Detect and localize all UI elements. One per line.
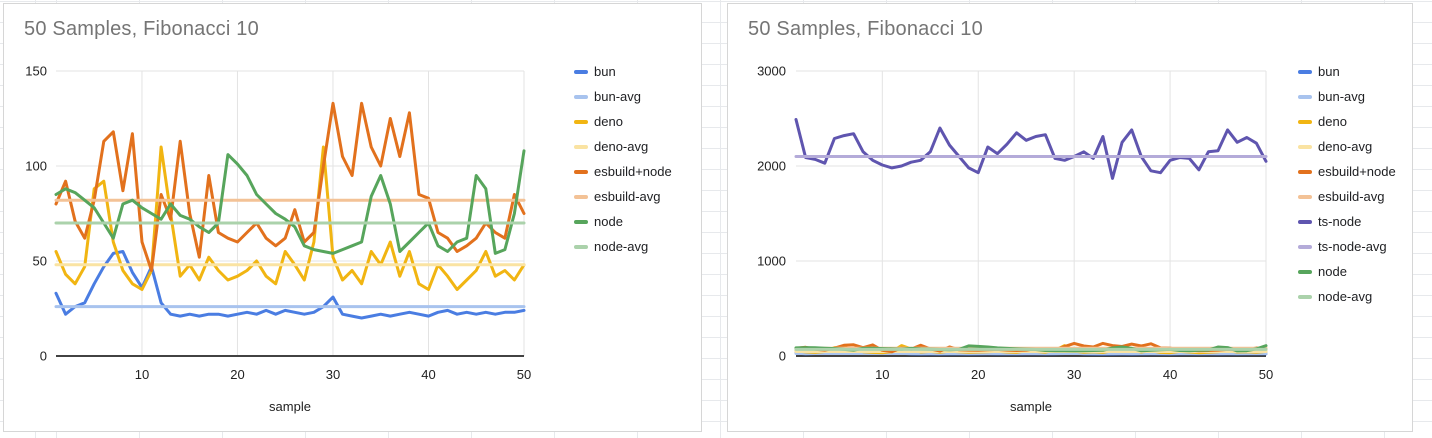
legend-swatch xyxy=(574,94,588,99)
x-tick-label: 10 xyxy=(135,367,149,382)
legend-item-node[interactable]: node xyxy=(574,209,699,234)
chart-plot-svg: 0 1000 2000 3000 10 20 30 40 50 sample xyxy=(757,64,1273,415)
legend-item-ts-node[interactable]: ts-node xyxy=(1298,209,1410,234)
series-line-deno xyxy=(54,145,526,291)
legend-item-ts-node-avg[interactable]: ts-node-avg xyxy=(1298,234,1410,259)
y-tick-label: 150 xyxy=(25,64,47,79)
chart-card-left[interactable]: 50 Samples, Fibonacci 10 0 50 100 150 10 20 30… xyxy=(3,3,702,432)
x-tick-label: 40 xyxy=(421,367,435,382)
y-tick-label: 50 xyxy=(33,254,47,269)
legend-swatch xyxy=(574,144,588,149)
legend-swatch xyxy=(1298,69,1312,74)
y-tick-label: 1000 xyxy=(757,254,786,269)
legend-swatch xyxy=(1298,94,1312,99)
legend-item-node-avg[interactable]: node-avg xyxy=(574,234,699,259)
legend-item-deno[interactable]: deno xyxy=(574,109,699,134)
legend-label: node-avg xyxy=(594,239,649,254)
chart-legend: bun bun-avg deno deno-avg esbuild+node esbuil… xyxy=(574,59,699,259)
legend-label: node xyxy=(594,214,623,229)
legend-label: esbuild-avg xyxy=(594,189,661,204)
chart-legend: bun bun-avg deno deno-avg esbuild+node esbuil… xyxy=(1298,59,1410,309)
legend-swatch xyxy=(574,119,588,124)
legend-item-esbuild+node[interactable]: esbuild+node xyxy=(1298,159,1410,184)
legend-item-bun[interactable]: bun xyxy=(1298,59,1410,84)
x-tick-label: 10 xyxy=(875,367,889,382)
legend-item-deno[interactable]: deno xyxy=(1298,109,1410,134)
x-tick-label: 30 xyxy=(1067,367,1081,382)
x-tick-label: 40 xyxy=(1163,367,1177,382)
legend-swatch xyxy=(574,169,588,174)
legend-swatch xyxy=(1298,269,1312,274)
x-axis-title: sample xyxy=(1010,399,1052,414)
legend-swatch xyxy=(574,69,588,74)
legend-swatch xyxy=(1298,169,1312,174)
legend-label: deno-avg xyxy=(594,139,649,154)
x-tick-label: 20 xyxy=(971,367,985,382)
legend-swatch xyxy=(1298,144,1312,149)
legend-item-deno-avg[interactable]: deno-avg xyxy=(1298,134,1410,159)
series-line-bun xyxy=(54,250,526,320)
legend-label: ts-node xyxy=(1318,214,1362,229)
legend-swatch xyxy=(1298,294,1312,299)
legend-swatch xyxy=(1298,119,1312,124)
y-tick-label: 3000 xyxy=(757,64,786,79)
y-tick-label: 100 xyxy=(25,159,47,174)
chart-title: 50 Samples, Fibonacci 10 xyxy=(24,18,259,40)
chart-title: 50 Samples, Fibonacci 10 xyxy=(748,18,983,40)
legend-label: deno-avg xyxy=(1318,139,1373,154)
legend-label: node xyxy=(1318,264,1347,279)
legend-label: bun xyxy=(1318,64,1340,79)
legend-label: bun xyxy=(594,64,616,79)
legend-swatch xyxy=(1298,194,1312,199)
legend-label: bun-avg xyxy=(594,89,641,104)
legend-swatch xyxy=(1298,219,1312,224)
legend-item-deno-avg[interactable]: deno-avg xyxy=(574,134,699,159)
legend-item-bun-avg[interactable]: bun-avg xyxy=(1298,84,1410,109)
chart-card-right[interactable]: 50 Samples, Fibonacci 10 0 1000 2000 3000 10… xyxy=(727,3,1413,432)
x-axis-title: sample xyxy=(269,399,311,414)
legend-label: esbuild+node xyxy=(1318,164,1396,179)
legend-item-bun-avg[interactable]: bun-avg xyxy=(574,84,699,109)
y-tick-label: 0 xyxy=(779,349,786,364)
series-line-ts-node xyxy=(794,118,1268,180)
y-tick-label: 2000 xyxy=(757,159,786,174)
legend-label: ts-node-avg xyxy=(1318,239,1387,254)
legend-item-node-avg[interactable]: node-avg xyxy=(1298,284,1410,309)
legend-label: node-avg xyxy=(1318,289,1373,304)
legend-swatch xyxy=(574,194,588,199)
x-tick-label: 20 xyxy=(230,367,244,382)
chart-plot-svg: 0 50 100 150 10 20 30 40 50 sample xyxy=(25,64,531,415)
legend-swatch xyxy=(574,244,588,249)
legend-label: deno xyxy=(594,114,623,129)
y-tick-label: 0 xyxy=(40,349,47,364)
legend-item-bun[interactable]: bun xyxy=(574,59,699,84)
x-tick-label: 50 xyxy=(1259,367,1273,382)
legend-swatch xyxy=(1298,244,1312,249)
legend-item-node[interactable]: node xyxy=(1298,259,1410,284)
legend-label: esbuild+node xyxy=(594,164,672,179)
legend-item-esbuild-avg[interactable]: esbuild-avg xyxy=(1298,184,1410,209)
legend-swatch xyxy=(574,219,588,224)
x-tick-label: 50 xyxy=(517,367,531,382)
x-tick-label: 30 xyxy=(326,367,340,382)
legend-label: bun-avg xyxy=(1318,89,1365,104)
legend-item-esbuild+node[interactable]: esbuild+node xyxy=(574,159,699,184)
legend-item-esbuild-avg[interactable]: esbuild-avg xyxy=(574,184,699,209)
legend-label: esbuild-avg xyxy=(1318,189,1385,204)
legend-label: deno xyxy=(1318,114,1347,129)
